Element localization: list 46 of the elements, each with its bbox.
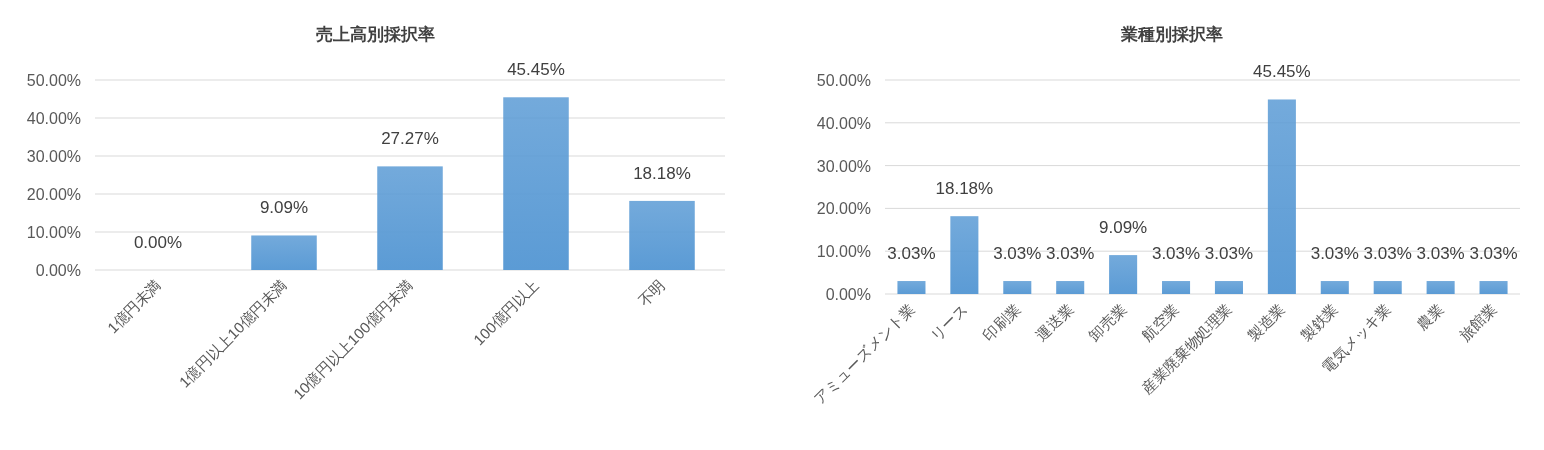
- data-label: 9.09%: [1099, 218, 1148, 238]
- data-label: 3.03%: [1310, 244, 1359, 264]
- x-tick-label: 1億円以上10億円未満: [175, 276, 291, 391]
- y-tick-label: 0.00%: [825, 286, 871, 303]
- data-label: 18.18%: [633, 163, 691, 183]
- data-label: 3.03%: [1363, 244, 1412, 264]
- x-tick-label: 10億円以上100億円未満: [289, 276, 417, 403]
- y-tick-label: 50.00%: [816, 72, 871, 89]
- data-label: 18.18%: [935, 179, 994, 199]
- data-label: 3.03%: [993, 244, 1042, 264]
- data-label: 3.03%: [1469, 244, 1518, 264]
- x-tick-label: 1億円未満: [103, 276, 165, 337]
- y-tick-label: 10.00%: [26, 224, 81, 241]
- data-label: 45.45%: [507, 60, 565, 80]
- x-tick-label: 卸売業: [1085, 300, 1130, 344]
- data-label: 0.00%: [133, 233, 183, 252]
- x-tick-label: 航空業: [1138, 300, 1183, 344]
- y-tick-label: 30.00%: [26, 148, 81, 165]
- y-tick-label: 40.00%: [816, 114, 871, 132]
- data-label: 3.03%: [1204, 244, 1254, 264]
- y-tick-label: 20.00%: [816, 200, 871, 218]
- data-label: 3.03%: [1416, 244, 1465, 264]
- x-tick-label: 運送業: [1032, 300, 1077, 344]
- x-tick-label: 製造業: [1244, 300, 1288, 344]
- data-label: 3.03%: [1046, 244, 1095, 264]
- x-tick-label: アミューズメント業: [810, 300, 918, 408]
- y-tick-label: 0.00%: [35, 262, 81, 279]
- chart-title: 売上高別採択率: [315, 25, 435, 44]
- x-tick-label: リース: [926, 300, 971, 344]
- y-tick-label: 50.00%: [26, 72, 81, 89]
- chart-title: 業種別採択率: [1120, 25, 1223, 44]
- data-label: 45.45%: [1253, 62, 1311, 82]
- x-tick-label: 旅館業: [1455, 300, 1500, 344]
- y-tick-label: 30.00%: [816, 157, 871, 175]
- x-tick-label: 農業: [1413, 300, 1447, 334]
- data-label: 27.27%: [381, 129, 439, 149]
- x-tick-label: 不明: [634, 276, 669, 310]
- y-tick-label: 10.00%: [816, 243, 871, 261]
- y-tick-label: 40.00%: [26, 110, 81, 127]
- x-tick-label: 100億円以上: [469, 276, 543, 349]
- x-tick-label: 製鉄業: [1297, 300, 1341, 344]
- data-label: 3.03%: [887, 244, 936, 264]
- data-label: 3.03%: [1151, 244, 1201, 264]
- x-tick-label: 印刷業: [979, 300, 1024, 344]
- y-tick-label: 20.00%: [26, 186, 81, 203]
- data-label: 9.09%: [259, 198, 309, 218]
